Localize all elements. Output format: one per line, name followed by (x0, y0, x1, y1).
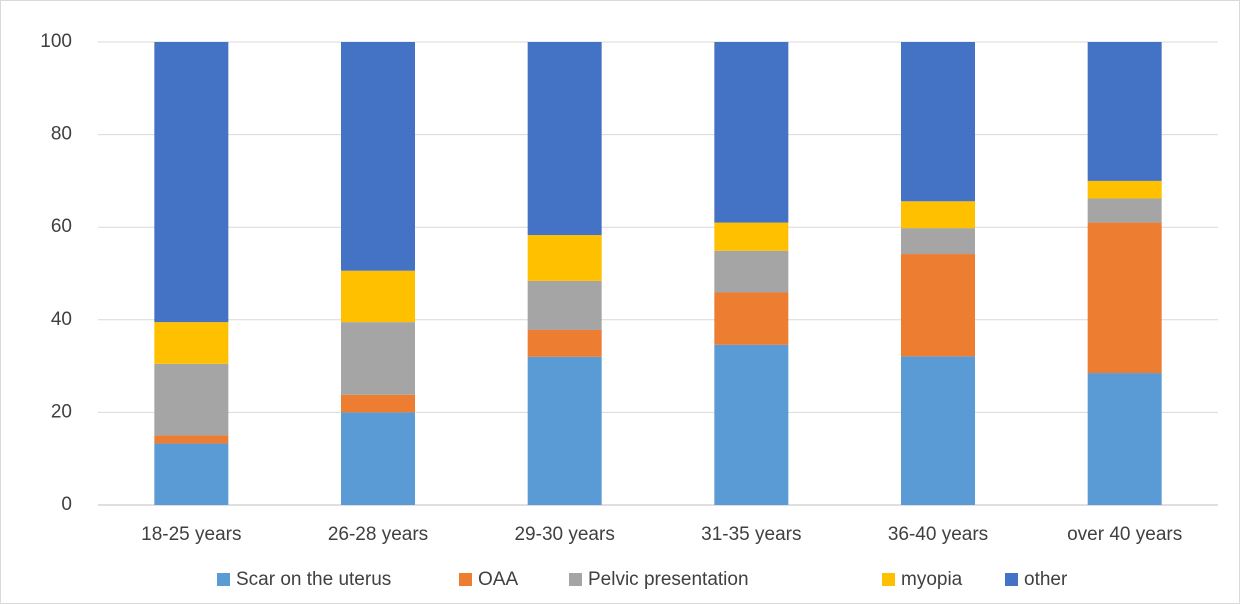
bars (154, 42, 1162, 505)
bar-segment-other (901, 42, 975, 202)
bar-stack-31-35-years (714, 42, 789, 505)
bar-segment-oaa (901, 254, 975, 357)
bar-segment-other (154, 42, 229, 323)
bar-segment-pelvic-presentation (341, 322, 415, 395)
legend-label: Pelvic presentation (588, 569, 749, 590)
legend-swatch (569, 573, 582, 586)
legend-label: Scar on the uterus (236, 569, 391, 590)
bar-segment-myopia (1087, 180, 1162, 199)
bar-segment-myopia (901, 201, 975, 229)
bar-segment-other (527, 42, 602, 236)
bar-segment-pelvic-presentation (1087, 198, 1162, 223)
bar-segment-pelvic-presentation (154, 363, 229, 436)
bar-stack-36-40-years (901, 42, 975, 505)
legend-swatch (459, 573, 472, 586)
legend-item-pelvic-presentation: Pelvic presentation (569, 569, 749, 590)
y-tick-label: 0 (61, 494, 72, 515)
legend-item-myopia: myopia (882, 569, 963, 590)
bar-segment-myopia (714, 222, 789, 251)
bar-segment-scar-on-the-uterus (901, 356, 975, 505)
bar-segment-other (341, 42, 415, 271)
y-tick-label: 80 (51, 124, 72, 145)
bar-segment-other (714, 42, 789, 223)
bar-stack-18-25-years (154, 42, 229, 505)
y-tick-label: 100 (40, 31, 72, 52)
legend-swatch (217, 573, 230, 586)
bar-segment-other (1087, 42, 1162, 181)
bar-segment-scar-on-the-uterus (714, 344, 789, 505)
y-tick-label: 40 (51, 309, 72, 330)
legend-label: other (1024, 569, 1068, 590)
legend-item-oaa: OAA (459, 569, 518, 590)
bar-stack-26-28-years (341, 42, 415, 505)
bar-segment-pelvic-presentation (714, 250, 789, 293)
bar-segment-myopia (527, 235, 602, 281)
x-tick-label: 36-40 years (888, 524, 988, 545)
legend-item-scar-on-the-uterus: Scar on the uterus (217, 569, 391, 590)
y-tick-label: 60 (51, 216, 72, 237)
bar-segment-oaa (341, 394, 415, 413)
bar-segment-scar-on-the-uterus (527, 356, 602, 505)
bar-stack-29-30-years (527, 42, 602, 505)
bar-segment-scar-on-the-uterus (154, 443, 229, 505)
bar-segment-oaa (154, 435, 229, 444)
x-axis-tick-labels: 18-25 years 26-28 years 29-30 years 31-35 y… (141, 524, 1182, 545)
bar-segment-pelvic-presentation (901, 228, 975, 255)
bar-segment-scar-on-the-uterus (341, 412, 415, 505)
bar-segment-oaa (714, 292, 789, 345)
bar-segment-scar-on-the-uterus (1087, 373, 1162, 505)
bar-segment-oaa (527, 329, 602, 357)
bar-segment-oaa (1087, 222, 1162, 374)
x-tick-label: 26-28 years (328, 524, 428, 545)
x-tick-label: 18-25 years (141, 524, 241, 545)
legend-label: OAA (478, 569, 518, 590)
bar-segment-myopia (154, 322, 229, 364)
y-tick-label: 20 (51, 401, 72, 422)
legend-swatch (1005, 573, 1018, 586)
bar-segment-myopia (341, 270, 415, 323)
gridlines (98, 41, 1218, 506)
legend-item-other: other (1005, 569, 1068, 590)
legend-swatch (882, 573, 895, 586)
bar-stack-over-40-years (1087, 42, 1162, 505)
legend: Scar on the uterus OAA Pelvic presentation… (217, 569, 1068, 590)
bar-segment-pelvic-presentation (527, 280, 602, 330)
y-axis-tick-labels: 0 20 40 60 80 100 (40, 31, 72, 515)
x-tick-label: over 40 years (1067, 524, 1182, 545)
x-tick-label: 29-30 years (514, 524, 614, 545)
x-tick-label: 31-35 years (701, 524, 801, 545)
legend-label: myopia (901, 569, 963, 590)
